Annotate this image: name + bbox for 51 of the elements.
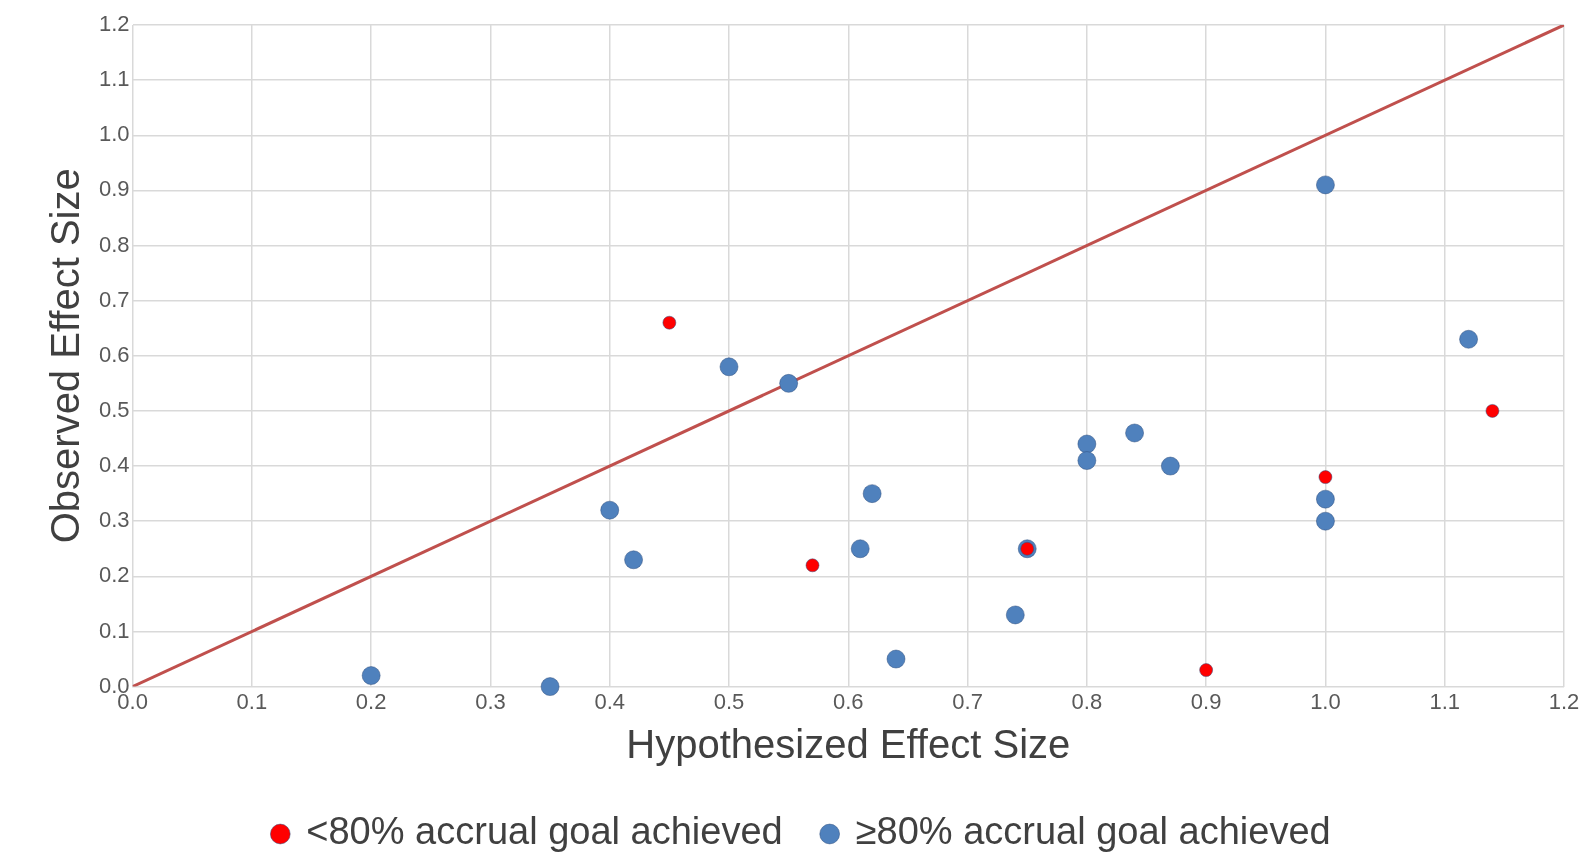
x-tick-label: 0.2 xyxy=(355,688,387,714)
y-tick-label: 0.7 xyxy=(98,286,130,312)
point xyxy=(1125,423,1144,443)
y-tick-label: 0.3 xyxy=(98,507,130,533)
x-tick-label: 1.2 xyxy=(1548,688,1580,714)
x-tick-label: 0.1 xyxy=(236,688,268,714)
point xyxy=(1199,663,1213,677)
x-tick-label: 1.1 xyxy=(1429,688,1461,714)
x-tick-label: 0.8 xyxy=(1071,688,1103,714)
y-tick-label: 0.4 xyxy=(98,452,130,478)
point xyxy=(1485,404,1500,418)
y-tick-label: 0.2 xyxy=(98,562,130,588)
x-axis-title: Hypothesized Effect Size xyxy=(626,722,1071,767)
point xyxy=(1077,451,1097,470)
point xyxy=(1006,605,1025,625)
point xyxy=(1077,434,1097,454)
x-tick-label: 0.3 xyxy=(475,688,506,714)
x-tick-label: 1.0 xyxy=(1310,688,1341,714)
y-tick-label: 1.2 xyxy=(98,11,130,37)
x-tick-label: 0.4 xyxy=(594,688,626,714)
point xyxy=(361,666,381,685)
y-tick-label: 0.6 xyxy=(98,341,130,367)
legend-label: <80% accrual goal achieved xyxy=(306,810,783,853)
point xyxy=(624,550,643,570)
point xyxy=(805,558,820,573)
point xyxy=(779,374,798,393)
point xyxy=(600,500,619,520)
point xyxy=(1318,470,1333,484)
y-tick-label: 0.8 xyxy=(98,231,130,257)
point xyxy=(850,539,870,559)
x-tick-label: 0.9 xyxy=(1190,688,1222,714)
y-axis-title: Observed Effect Size xyxy=(43,168,88,544)
y-tick-label: 0.1 xyxy=(98,617,130,643)
point xyxy=(1161,456,1180,476)
x-tick-label: 0.5 xyxy=(713,688,745,714)
y-tick-label: 1.0 xyxy=(98,121,130,147)
y-tick-label: 0.5 xyxy=(98,397,130,422)
point xyxy=(719,357,739,377)
point xyxy=(1316,175,1335,195)
point xyxy=(540,677,560,696)
legend-label: ≥80% accrual goal achieved xyxy=(855,810,1331,853)
point xyxy=(1316,511,1335,531)
y-tick-label: 0.9 xyxy=(98,176,130,202)
point xyxy=(662,315,677,330)
point xyxy=(1316,489,1335,509)
point xyxy=(886,649,906,669)
x-tick-label: 0.7 xyxy=(952,688,983,714)
y-tick-label: 1.1 xyxy=(98,66,130,92)
point xyxy=(862,484,882,503)
x-tick-label: 0.6 xyxy=(832,688,864,714)
point xyxy=(1459,330,1478,349)
